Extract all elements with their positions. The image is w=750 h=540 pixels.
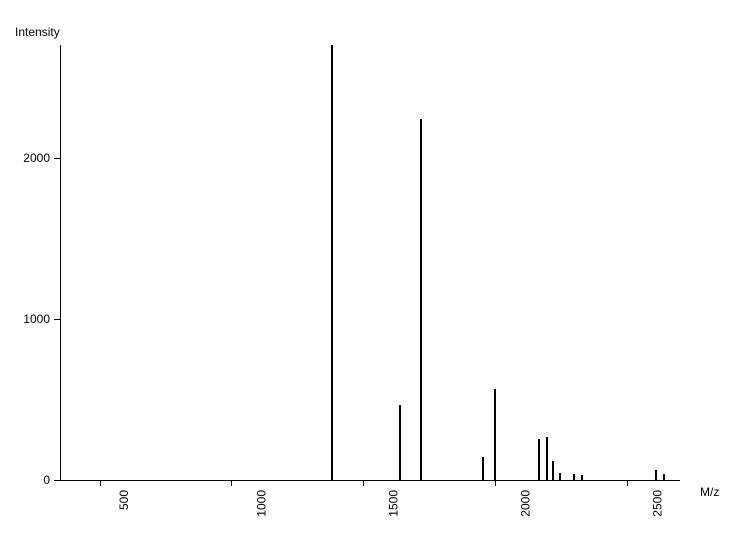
x-tick [100,480,101,486]
y-tick [54,158,60,159]
y-tick-label: 0 [0,473,50,487]
x-tick-label: 2500 [651,490,665,517]
x-tick [495,480,496,486]
spectrum-peak [573,474,575,480]
x-tick-label: 1000 [255,490,269,517]
mass-spectrum-chart: Intensity M/z 0 1000 2000 500 1000 1500 2000 2… [0,0,750,540]
spectrum-peak [655,470,657,480]
spectrum-peak [559,473,561,480]
x-tick [363,480,364,486]
x-tick-label: 2000 [519,490,533,517]
y-tick [54,319,60,320]
x-tick [231,480,232,486]
y-tick-label: 1000 [0,312,50,326]
spectrum-peak [546,437,548,480]
x-axis-title: M/z [700,485,719,499]
x-tick [627,480,628,486]
spectrum-peak [581,475,583,480]
x-tick-label: 1500 [387,490,401,517]
x-axis-line [60,480,680,481]
spectrum-peak [420,119,422,480]
spectrum-peak [663,474,665,480]
x-tick-label: 500 [117,490,131,510]
spectrum-peak [494,389,496,480]
spectrum-peak [538,439,540,480]
spectrum-peak [482,457,484,480]
y-axis-line [60,45,61,480]
y-axis-title: Intensity [15,25,60,39]
y-tick-label: 2000 [0,151,50,165]
spectrum-peak [552,461,554,480]
spectrum-peak [331,45,333,480]
spectrum-peak [399,405,401,480]
y-tick [54,480,60,481]
